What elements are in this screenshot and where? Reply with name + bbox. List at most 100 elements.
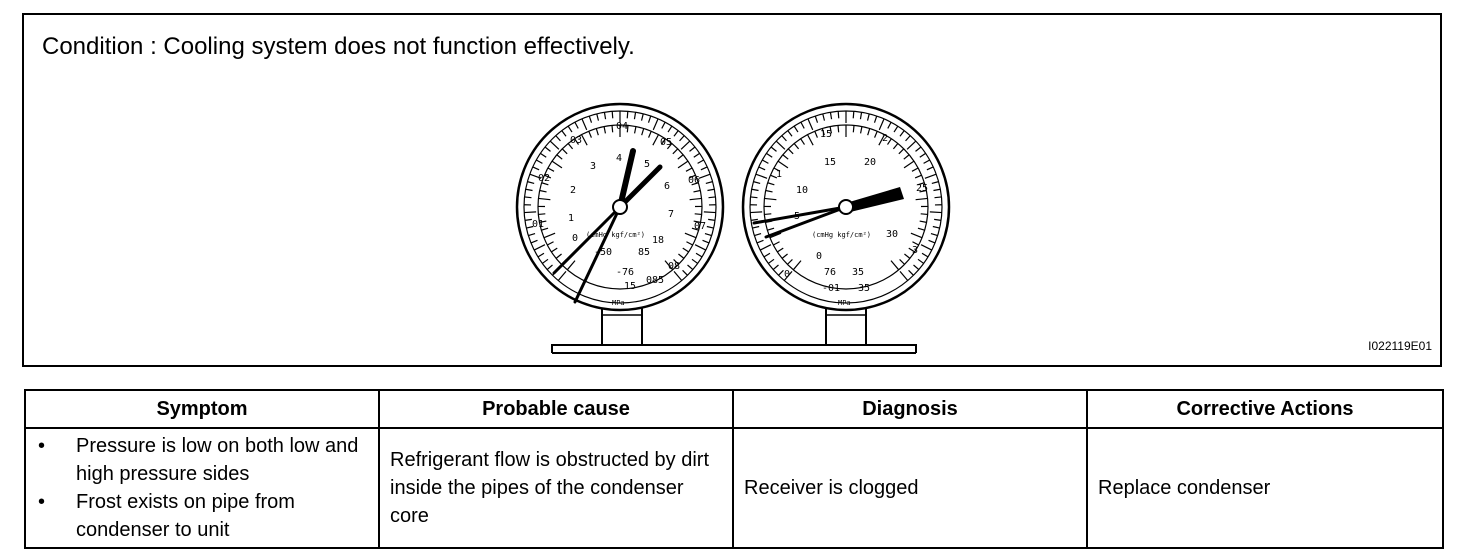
dial-tick xyxy=(691,182,699,186)
dial-tick xyxy=(767,182,775,186)
symptom-cell: • Pressure is low on both low and high p… xyxy=(24,427,380,549)
low-outer-03: 03 xyxy=(570,135,582,146)
dial-tick xyxy=(633,112,637,120)
dial-tick xyxy=(524,211,537,214)
corrective-action-cell: Replace condenser xyxy=(1086,427,1444,549)
high-inner-20: 20 xyxy=(864,157,876,168)
dial-tick xyxy=(920,244,933,251)
dial-tick xyxy=(777,160,789,169)
dial-tick xyxy=(686,241,693,246)
dial-tick xyxy=(532,166,540,171)
low-pressure-gauge: 03 04 05 06 07 08 085 02 01 4 5 6 7 3 2 … xyxy=(515,102,725,346)
dial-tick xyxy=(754,232,762,237)
figure-frame: Condition : Cooling system does not func… xyxy=(22,13,1442,367)
dial-tick xyxy=(931,181,939,185)
dial-tick xyxy=(682,269,688,276)
high-outer-25: 25 xyxy=(916,183,928,194)
dial-tick xyxy=(783,270,793,281)
dial-tick xyxy=(684,232,697,239)
dial-tick xyxy=(603,126,607,134)
low-inner-0: 0 xyxy=(572,233,578,244)
manifold-bar xyxy=(551,344,917,354)
dial-tick xyxy=(912,241,919,246)
dial-tick xyxy=(547,167,555,172)
low-outer-06: 06 xyxy=(688,175,700,186)
header-probable-cause: Probable cause xyxy=(378,389,734,429)
dial-tick xyxy=(538,213,546,216)
dial-tick xyxy=(814,130,818,138)
dial-tick xyxy=(807,118,814,131)
low-outer-02: 02 xyxy=(538,173,550,184)
dial-tick xyxy=(661,121,666,129)
dial-tick xyxy=(837,111,840,119)
symptom-text: Frost exists on pipe from condenser to u… xyxy=(76,491,295,541)
dial-tick xyxy=(914,174,922,179)
dial-tick xyxy=(652,134,660,146)
dial-tick xyxy=(647,115,652,123)
dial-tick xyxy=(934,196,942,199)
dial-tick xyxy=(787,130,793,137)
dial-tick xyxy=(929,211,942,214)
dial-tick xyxy=(770,146,777,152)
low-inner-1: 1 xyxy=(568,213,574,224)
diagnosis-cell: Receiver is clogged xyxy=(732,427,1088,549)
dial-tick xyxy=(911,167,919,172)
dial-tick xyxy=(899,270,909,281)
dial-tick xyxy=(708,218,716,221)
symptom-text: Pressure is low on both low and high pre… xyxy=(76,435,359,485)
dial-tick xyxy=(932,225,940,229)
dial-tick xyxy=(764,213,772,216)
low-needle-bottom xyxy=(573,205,622,304)
dial-tick xyxy=(781,253,788,259)
dial-tick xyxy=(574,138,579,145)
dial-tick xyxy=(913,264,920,271)
dial-tick xyxy=(763,252,771,258)
dial-tick xyxy=(926,166,934,171)
dial-tick xyxy=(873,115,878,123)
dial-tick xyxy=(539,220,547,223)
dial-tick xyxy=(924,173,937,179)
dial-tick xyxy=(917,182,925,186)
low-outer-05: 05 xyxy=(660,137,672,148)
bullet: • xyxy=(38,435,46,457)
high-mpa-label: MPa xyxy=(838,299,851,307)
dial-tick xyxy=(677,154,684,160)
dial-tick xyxy=(693,152,700,158)
dial-tick xyxy=(908,247,915,253)
dial-tick xyxy=(567,143,574,150)
dial-tick xyxy=(694,244,707,251)
dial-tick xyxy=(878,118,885,131)
dial-tick xyxy=(611,125,614,133)
dial-tick xyxy=(773,241,780,246)
dial-tick xyxy=(892,143,899,150)
dial-tick xyxy=(859,112,863,120)
dial-tick xyxy=(703,211,716,214)
dial-tick xyxy=(867,128,871,136)
dial-tick xyxy=(899,259,906,265)
dial-tick xyxy=(899,130,905,137)
dial-tick xyxy=(923,159,930,164)
dial-tick xyxy=(930,232,938,237)
dial-tick xyxy=(537,252,545,258)
dial-tick xyxy=(756,239,764,244)
header-diagnosis: Diagnosis xyxy=(732,389,1088,429)
dial-tick xyxy=(837,125,840,133)
high-outer-35: 35 xyxy=(858,283,870,294)
probable-cause-cell: Refrigerant flow is obstructed by dirt i… xyxy=(378,427,734,549)
dial-tick xyxy=(753,181,761,185)
dial-tick xyxy=(640,113,644,121)
dial-tick xyxy=(917,227,925,231)
dial-tick xyxy=(682,247,689,253)
dial-tick xyxy=(661,138,666,145)
dial-tick xyxy=(700,166,708,171)
dial-tick xyxy=(751,188,759,192)
dial-tick xyxy=(557,270,567,281)
dial-tick xyxy=(528,232,536,237)
dial-tick xyxy=(800,121,805,129)
dial-tick xyxy=(666,143,673,150)
dial-tick xyxy=(793,143,800,150)
dial-tick xyxy=(547,241,554,246)
dial-tick xyxy=(758,166,766,171)
dial-tick xyxy=(919,220,927,223)
dial-tick xyxy=(603,112,607,120)
